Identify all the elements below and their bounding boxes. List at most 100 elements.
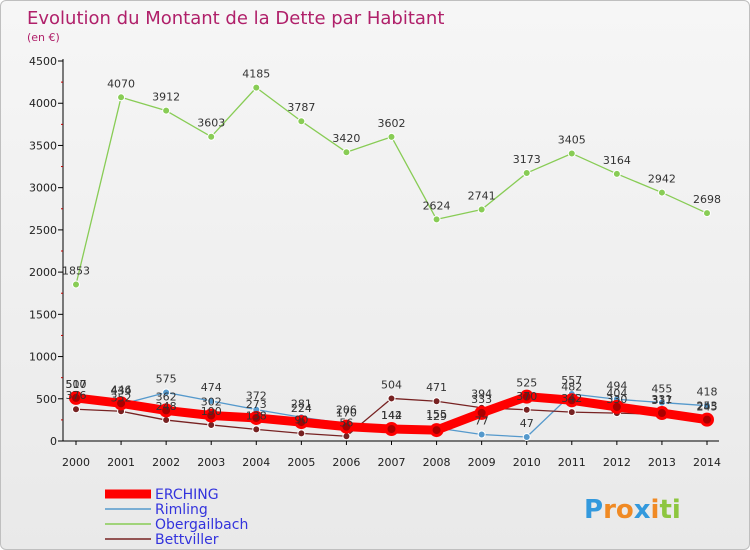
data-label-erching: 331 xyxy=(651,393,672,406)
chart-subtitle: (en €) xyxy=(27,31,60,44)
data-point-erching xyxy=(384,422,399,437)
data-label-erching: 510 xyxy=(66,378,87,391)
data-point-erching xyxy=(114,396,129,411)
data-label-erching: 525 xyxy=(516,377,537,390)
data-label-bettviller: 342 xyxy=(561,392,582,405)
data-label-erching: 446 xyxy=(111,383,132,396)
legend-label-obergailbach: Obergailbach xyxy=(155,517,248,533)
data-label-bettviller: 370 xyxy=(516,390,537,403)
data-label-bettviller: 90 xyxy=(294,413,308,426)
data-point-erching xyxy=(654,406,669,421)
data-label-rimling: 206 xyxy=(336,404,357,417)
data-point-erching xyxy=(339,419,354,434)
data-label-obergailbach: 3164 xyxy=(603,154,631,167)
data-point-bettviller xyxy=(432,397,441,406)
y-tick-label: 3500 xyxy=(29,139,57,152)
data-point-obergailbach xyxy=(117,93,126,102)
data-point-rimling xyxy=(522,433,531,442)
data-label-obergailbach: 3787 xyxy=(287,101,315,114)
data-point-obergailbach xyxy=(522,169,531,178)
x-tick-label: 2012 xyxy=(603,456,631,469)
data-point-obergailbach xyxy=(297,117,306,126)
series-obergailbach xyxy=(72,83,711,289)
x-tick-label: 2009 xyxy=(468,456,496,469)
chart-title: Evolution du Montant de la Dette par Hab… xyxy=(27,8,444,29)
data-point-obergailbach xyxy=(477,205,486,214)
data-label-bettviller: 376 xyxy=(66,389,87,402)
data-label-obergailbach: 2624 xyxy=(423,199,451,212)
data-label-obergailbach: 3912 xyxy=(152,91,180,104)
data-label-bettviller: 504 xyxy=(381,378,402,391)
y-tick-label: 4000 xyxy=(29,97,57,110)
data-label-bettviller: 394 xyxy=(471,388,492,401)
data-point-bettviller xyxy=(297,429,306,438)
data-label-bettviller: 138 xyxy=(246,409,267,422)
x-tick-label: 2000 xyxy=(62,456,90,469)
data-label-bettviller: 471 xyxy=(426,381,447,394)
axes: 0 500 1000 1500 2000 2500 3000 3500 4000 4500 2000… xyxy=(29,55,721,469)
data-point-erching xyxy=(204,408,219,423)
x-tick-label: 2010 xyxy=(513,456,541,469)
data-point-erching xyxy=(249,410,264,425)
data-label-rimling: 372 xyxy=(246,390,267,403)
legend-label-erching: ERCHING xyxy=(155,487,219,503)
y-tick-label: 2000 xyxy=(29,266,57,279)
data-label-obergailbach: 3603 xyxy=(197,117,225,130)
series-erching xyxy=(69,389,714,438)
data-label-bettviller: 248 xyxy=(156,400,177,413)
data-point-bettviller xyxy=(342,432,351,441)
data-point-bettviller xyxy=(252,425,261,434)
data-label-obergailbach: 2741 xyxy=(468,190,496,203)
data-point-obergailbach xyxy=(72,280,80,289)
data-point-bettviller xyxy=(567,408,576,417)
data-label-rimling: 557 xyxy=(561,374,582,387)
data-label-erching: 273 xyxy=(246,398,267,411)
logo-letter: i xyxy=(672,495,681,525)
y-tick-label: 1000 xyxy=(29,351,57,364)
series-layer xyxy=(69,83,714,442)
logo-letter: P xyxy=(584,495,603,525)
data-label-rimling: 455 xyxy=(651,383,672,396)
data-point-bettviller xyxy=(72,405,80,414)
data-label-rimling: 474 xyxy=(201,381,222,394)
x-tick-label: 2007 xyxy=(378,456,406,469)
logo-letter: i xyxy=(651,495,660,525)
data-label-obergailbach: 2942 xyxy=(648,173,676,186)
data-point-erching xyxy=(429,423,444,438)
data-point-erching xyxy=(700,412,714,427)
data-label-erching: 129 xyxy=(426,410,447,423)
data-point-obergailbach xyxy=(162,106,171,115)
y-tick-label: 500 xyxy=(36,393,57,406)
data-point-erching xyxy=(609,399,624,414)
data-point-obergailbach xyxy=(703,209,711,218)
data-label-erching: 404 xyxy=(606,387,627,400)
y-tick-label: 0 xyxy=(50,435,57,448)
data-label-bettviller: 56 xyxy=(339,416,353,429)
x-tick-label: 2008 xyxy=(423,456,451,469)
data-label-rimling: 494 xyxy=(606,379,627,392)
x-tick-label: 2014 xyxy=(693,456,721,469)
data-label-rimling: 434 xyxy=(111,384,132,397)
data-label-erching: 170 xyxy=(336,407,357,420)
data-point-bettviller xyxy=(387,394,396,403)
data-point-bettviller xyxy=(162,416,171,425)
data-point-erching xyxy=(519,389,534,404)
data-point-rimling xyxy=(207,396,216,405)
x-tick-label: 2001 xyxy=(107,456,135,469)
x-tick-label: 2006 xyxy=(332,456,360,469)
data-label-obergailbach: 3602 xyxy=(378,117,406,130)
data-label-obergailbach: 2698 xyxy=(693,193,721,206)
data-label-obergailbach: 3405 xyxy=(558,133,586,146)
x-tick-label: 2004 xyxy=(242,456,270,469)
data-label-erching: 362 xyxy=(156,390,177,403)
proxiti-logo: Proxiti xyxy=(584,495,681,525)
data-point-erching xyxy=(564,393,579,408)
data-label-bettviller: 245 xyxy=(697,400,718,413)
data-point-erching xyxy=(294,415,309,430)
logo-letter: t xyxy=(659,495,671,525)
logo-letter: o xyxy=(616,495,634,525)
